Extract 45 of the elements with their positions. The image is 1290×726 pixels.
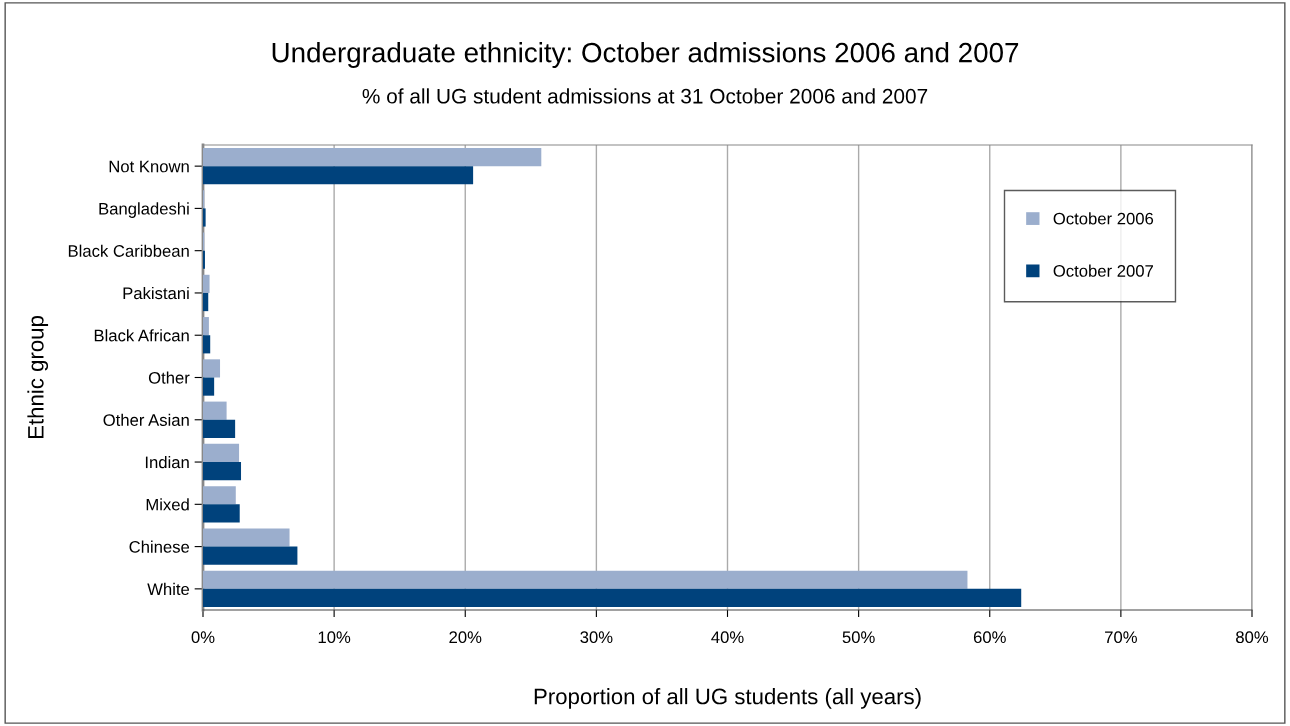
- y-tick-label: White: [147, 582, 190, 596]
- bar: [203, 588, 1022, 608]
- x-tick-label: 70%: [1105, 631, 1137, 644]
- bar: [203, 359, 221, 378]
- bar: [203, 462, 242, 481]
- bar: [203, 292, 209, 312]
- chart-title: Undergraduate ethnicity: October admissions 2006 and 2007: [272, 42, 1019, 68]
- legend-label: October 2007: [1053, 264, 1153, 277]
- bar: [203, 208, 206, 227]
- x-tick-label: 0%: [191, 631, 215, 644]
- bar: [203, 166, 474, 185]
- bar: [203, 546, 298, 565]
- y-tick-label: Black Caribbean: [68, 244, 189, 257]
- x-tick-label: 60%: [973, 631, 1006, 644]
- bar: [203, 486, 236, 505]
- x-tick-label: 50%: [842, 631, 875, 644]
- y-tick-label: Black African: [94, 329, 189, 342]
- y-tick-label: Pakistani: [123, 286, 189, 300]
- bar: [203, 317, 209, 336]
- bar: [203, 274, 210, 293]
- y-axis-title: Ethnic group: [27, 316, 49, 439]
- legend-label: October 2006: [1053, 212, 1154, 225]
- bar: [203, 147, 542, 167]
- bar: [203, 528, 290, 547]
- bar: [203, 377, 215, 396]
- bar: [203, 504, 240, 523]
- x-tick-label: 80%: [1236, 631, 1269, 644]
- y-tick-label: Chinese: [129, 540, 190, 553]
- chart-subtitle: % of all UG student admissions at 31 October 2006 and 2007: [362, 88, 928, 104]
- bar: [203, 419, 236, 438]
- y-tick-label: Other Asian: [103, 413, 189, 426]
- y-tick-label: Not Known: [109, 160, 189, 173]
- bar: [203, 401, 227, 420]
- x-tick-label: 30%: [580, 631, 613, 644]
- bar: [203, 335, 211, 354]
- y-tick-label: Mixed: [146, 498, 189, 511]
- y-tick-label: Indian: [145, 456, 189, 469]
- bar: [203, 443, 240, 463]
- x-tick-label: 10%: [318, 631, 351, 644]
- bar: [203, 570, 968, 589]
- x-axis-title: Proportion of all UG students (all years): [534, 688, 921, 709]
- x-tick-label: 40%: [711, 631, 744, 644]
- y-tick-label: Other: [148, 371, 190, 384]
- x-tick-label: 20%: [449, 631, 482, 644]
- y-tick-label: Bangladeshi: [99, 202, 189, 218]
